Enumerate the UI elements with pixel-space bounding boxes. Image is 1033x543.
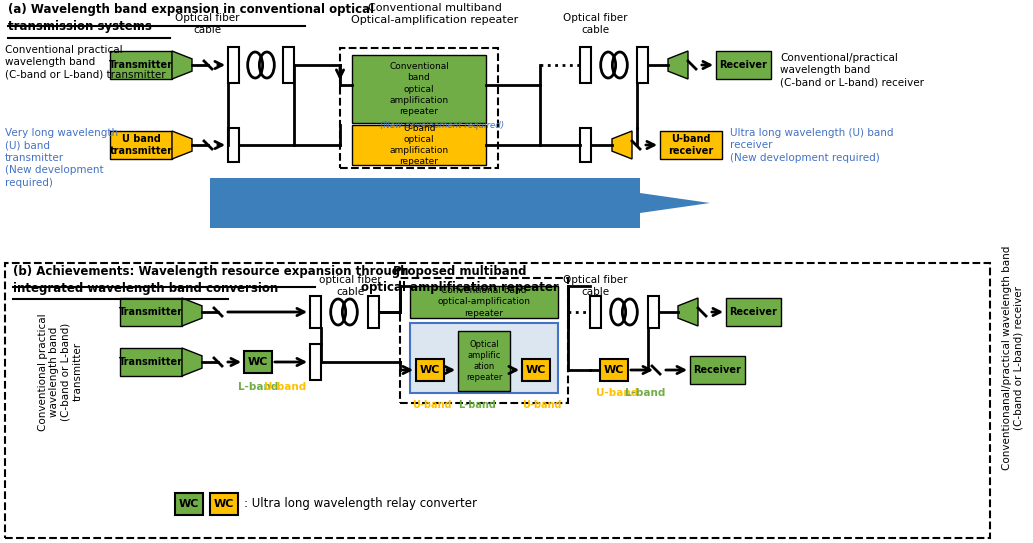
- Text: Transmitter: Transmitter: [119, 307, 183, 317]
- Bar: [120, 348, 182, 376]
- Text: Very long wavelength
(U) band
transmitter
(New development
required): Very long wavelength (U) band transmitte…: [5, 128, 118, 187]
- Bar: [310, 344, 321, 380]
- Text: Conventional practical
wavelength band
(C-band or L-band)
transmitter: Conventional practical wavelength band (…: [37, 313, 83, 431]
- Text: (b) Achievements: Wavelength resource expansion through
integrated wavelength ba: (b) Achievements: Wavelength resource ex…: [13, 265, 408, 295]
- Text: U-band
receiver: U-band receiver: [668, 134, 714, 156]
- Text: L-band: L-band: [625, 388, 665, 398]
- Bar: [400, 278, 568, 403]
- Bar: [660, 131, 722, 159]
- Bar: [109, 131, 173, 159]
- Bar: [580, 47, 591, 83]
- Bar: [352, 125, 486, 165]
- Polygon shape: [678, 298, 698, 326]
- Text: (New development required): (New development required): [380, 121, 504, 130]
- Text: L-band: L-band: [238, 382, 278, 392]
- Bar: [726, 298, 781, 326]
- Text: Conventional multiband
Optical-amplification repeater: Conventional multiband Optical-amplifica…: [351, 3, 519, 26]
- Text: Optical
amplific
ation
repeater: Optical amplific ation repeater: [466, 340, 502, 382]
- Polygon shape: [210, 178, 710, 228]
- Text: Receiver: Receiver: [719, 60, 766, 70]
- Bar: [352, 55, 486, 123]
- Bar: [522, 359, 550, 381]
- Text: : Ultra long wavelength relay converter: : Ultra long wavelength relay converter: [244, 497, 477, 510]
- Text: WC: WC: [179, 499, 199, 509]
- Text: (a) Wavelength band expansion in conventional optical
transmission systems: (a) Wavelength band expansion in convent…: [8, 3, 374, 33]
- Bar: [310, 296, 321, 328]
- Text: WC: WC: [248, 357, 269, 367]
- Bar: [228, 47, 239, 83]
- Text: Optical fiber
cable: Optical fiber cable: [175, 13, 240, 35]
- Polygon shape: [173, 131, 192, 159]
- Bar: [410, 323, 558, 393]
- Bar: [637, 47, 648, 83]
- Polygon shape: [173, 51, 192, 79]
- Text: Conventional
band
optical
amplification
repeater: Conventional band optical amplification …: [389, 62, 449, 116]
- Bar: [283, 47, 294, 83]
- Text: U band
transmitter: U band transmitter: [109, 134, 173, 156]
- Text: Conventionanal/practical wavelength band
(C-band or L-band) receiver: Conventionanal/practical wavelength band…: [1002, 246, 1024, 470]
- Text: U-band: U-band: [264, 382, 306, 392]
- Bar: [175, 493, 204, 515]
- Text: Conventional/practical
wavelength band
(C-band or L-band) receiver: Conventional/practical wavelength band (…: [780, 53, 924, 88]
- Bar: [580, 128, 591, 162]
- Bar: [410, 286, 558, 318]
- Text: U-band: U-band: [412, 400, 451, 410]
- Bar: [458, 331, 510, 391]
- Bar: [340, 48, 498, 168]
- Bar: [416, 359, 444, 381]
- Text: WC: WC: [526, 365, 546, 375]
- Text: Proposed multiband
optical amplification repeater: Proposed multiband optical amplification…: [362, 265, 559, 294]
- Bar: [228, 128, 239, 162]
- Polygon shape: [668, 51, 688, 79]
- Bar: [210, 493, 238, 515]
- Text: WC: WC: [214, 499, 234, 509]
- Bar: [600, 359, 628, 381]
- Text: Transmitter: Transmitter: [119, 357, 183, 367]
- Text: Receiver: Receiver: [693, 365, 741, 375]
- Bar: [590, 296, 601, 328]
- Bar: [109, 51, 173, 79]
- Bar: [716, 51, 771, 79]
- Text: Transmitter: Transmitter: [109, 60, 173, 70]
- Text: Optical fiber
cable: Optical fiber cable: [563, 275, 627, 298]
- Text: optical fiber
cable: optical fiber cable: [319, 275, 381, 298]
- Text: L-band: L-band: [458, 400, 496, 410]
- Text: U-band
optical
amplification
repeater: U-band optical amplification repeater: [389, 124, 448, 166]
- Bar: [244, 351, 272, 373]
- Text: WC: WC: [604, 365, 624, 375]
- Text: Conventional practical
wavelength band
(C-band or L-band) transmitter: Conventional practical wavelength band (…: [5, 45, 165, 80]
- Polygon shape: [182, 298, 202, 326]
- Text: Optical fiber
cable: Optical fiber cable: [563, 13, 627, 35]
- Bar: [5, 263, 990, 538]
- Polygon shape: [612, 131, 632, 159]
- Text: U-band: U-band: [596, 388, 638, 398]
- Text: WC: WC: [419, 365, 440, 375]
- Text: Conventional band
optical-amplification
repeater: Conventional band optical-amplification …: [438, 286, 531, 318]
- Bar: [690, 356, 745, 384]
- Text: Receiver: Receiver: [729, 307, 777, 317]
- Text: U-band: U-band: [522, 400, 562, 410]
- Bar: [368, 296, 379, 328]
- Bar: [120, 298, 182, 326]
- Text: Ultra long wavelength (U) band
receiver
(New development required): Ultra long wavelength (U) band receiver …: [730, 128, 894, 163]
- Bar: [648, 296, 659, 328]
- Polygon shape: [182, 348, 202, 376]
